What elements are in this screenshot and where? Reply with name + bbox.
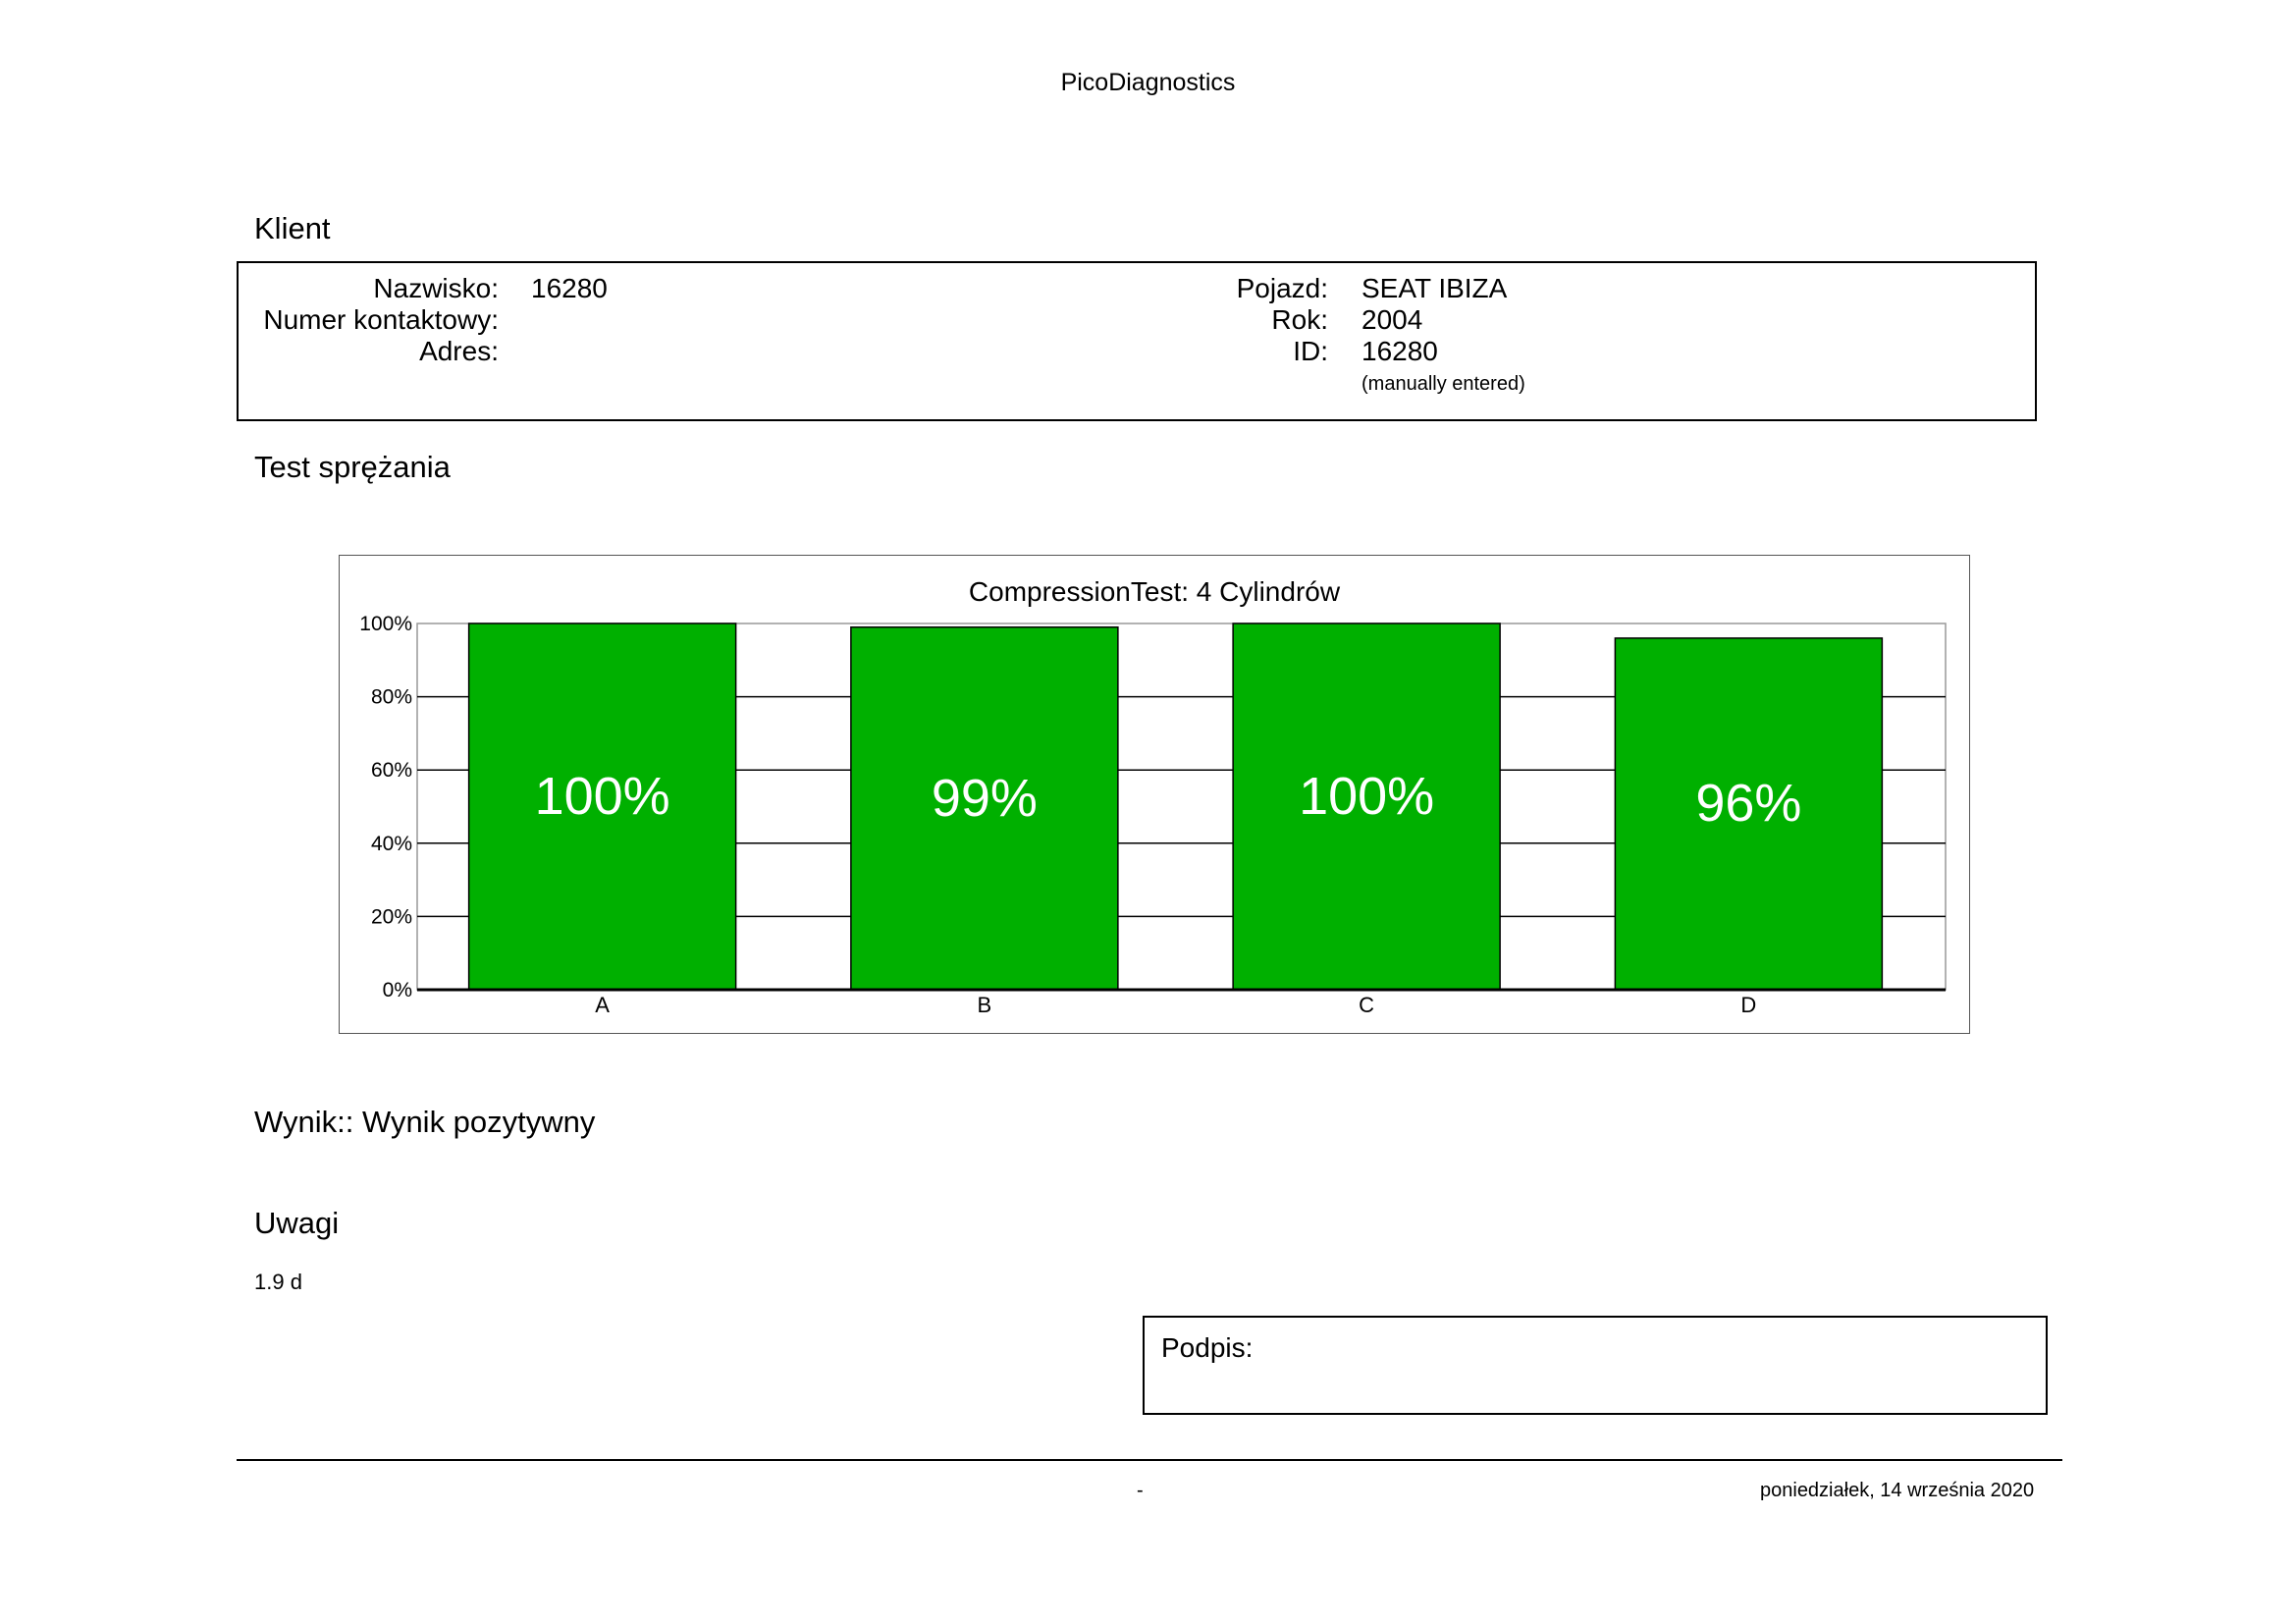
surname-label: Nazwisko: bbox=[373, 273, 499, 303]
bar-data-label: 100% bbox=[1299, 767, 1434, 826]
footer-date: poniedziałek, 14 września 2020 bbox=[1760, 1480, 2035, 1501]
footer-page-marker: - bbox=[1137, 1480, 1144, 1501]
y-tick-label: 60% bbox=[371, 759, 412, 782]
y-tick-label: 100% bbox=[359, 613, 412, 635]
y-tick-label: 80% bbox=[371, 686, 412, 709]
x-tick-label: B bbox=[978, 993, 992, 1017]
id-manual-note: (manually entered) bbox=[1362, 373, 1525, 395]
footer-divider bbox=[237, 1459, 2062, 1461]
result-text: Wynik:: Wynik pozytywny bbox=[254, 1105, 596, 1139]
compression-chart: 0% 20% 40% 60% 80% 100% 100% A 99% B 100% C 96% D bbox=[359, 613, 1947, 1017]
signature-box bbox=[1143, 1316, 2048, 1415]
surname-value: 16280 bbox=[531, 273, 608, 303]
client-info-box bbox=[237, 261, 2037, 421]
bar bbox=[850, 625, 1119, 991]
bar-data-label: 96% bbox=[1695, 774, 1801, 833]
bar bbox=[467, 623, 737, 991]
year-label: Rok: bbox=[1271, 304, 1328, 335]
id-value: 16280 bbox=[1362, 336, 1438, 366]
vehicle-value: SEAT IBIZA bbox=[1362, 273, 1508, 303]
bar bbox=[1614, 637, 1884, 991]
y-tick-label: 20% bbox=[371, 905, 412, 928]
x-tick-label: D bbox=[1740, 993, 1756, 1017]
report-header-title: PicoDiagnostics bbox=[1060, 69, 1236, 96]
y-tick-label: 0% bbox=[383, 979, 412, 1001]
chart-title: CompressionTest: 4 Cylindrów bbox=[968, 576, 1341, 607]
vehicle-label: Pojazd: bbox=[1236, 273, 1328, 303]
year-value: 2004 bbox=[1362, 304, 1423, 335]
notes-text: 1.9 d bbox=[254, 1270, 302, 1294]
y-tick-label: 40% bbox=[371, 833, 412, 855]
compression-test-section-title: Test sprężania bbox=[254, 450, 451, 484]
bar bbox=[1232, 623, 1501, 991]
signature-label: Podpis: bbox=[1161, 1332, 1254, 1363]
bar-data-label: 99% bbox=[932, 769, 1038, 828]
x-tick-label: A bbox=[595, 993, 610, 1017]
address-label: Adres: bbox=[419, 336, 499, 366]
id-label: ID: bbox=[1293, 336, 1328, 366]
notes-section-title: Uwagi bbox=[254, 1206, 340, 1240]
client-section-title: Klient bbox=[254, 211, 331, 245]
chart-frame bbox=[339, 555, 1970, 1034]
x-tick-label: C bbox=[1359, 993, 1374, 1017]
contact-number-label: Numer kontaktowy: bbox=[263, 304, 499, 335]
bar-data-label: 100% bbox=[535, 767, 670, 826]
